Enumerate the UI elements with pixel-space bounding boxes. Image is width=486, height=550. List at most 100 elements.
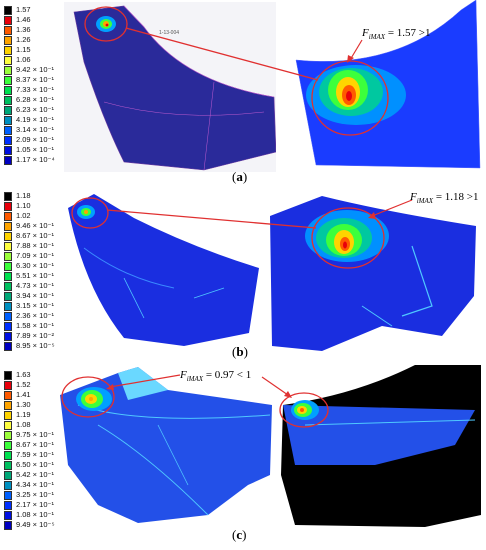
legend-swatch [4,511,12,520]
legend-swatch [4,192,12,201]
legend-swatch [4,66,12,75]
legend-swatch [4,501,12,510]
highlight-circle-right [311,60,389,136]
legend-swatch [4,106,12,115]
legend-tick: 6.23 × 10⁻¹ [16,105,54,114]
legend-tick: 1.57 [16,5,31,14]
legend-swatch [4,521,12,530]
figure-label-a: (a) [232,169,248,184]
highlight-overlay-c [61,374,329,428]
annotation-a: FiMAX = 1.57 >1 [362,27,431,42]
legend-tick: 1.26 [16,35,31,44]
legend-tick: 4.73 × 10⁻¹ [16,281,54,290]
legend-swatch [4,371,12,380]
pointer-arrow [371,199,413,217]
legend-swatch [4,272,12,281]
legend-tick: 9.42 × 10⁻¹ [16,65,54,74]
legend-tick: 7.88 × 10⁻¹ [16,241,54,250]
legend-tick: 1.06 [16,55,31,64]
legend-tick: 1.63 [16,370,31,379]
panel-b: 1.18 1.10 1.02 9.46 × 10⁻¹ 8.67 × 10⁻¹ 7… [0,186,486,366]
legend-swatch [4,302,12,311]
legend-swatch [4,86,12,95]
legend-tick: 6.50 × 10⁻¹ [16,460,54,469]
legend-swatch [4,391,12,400]
legend-swatch [4,292,12,301]
legend-tick: 6.28 × 10⁻¹ [16,95,54,104]
legend-swatch [4,6,12,15]
highlight-circle-left [84,6,128,42]
legend-tick: 8.37 × 10⁻¹ [16,75,54,84]
model-view-c-left [58,365,274,527]
connector-line [106,209,317,229]
legend-tick: 8.67 × 10⁻¹ [16,231,54,240]
legend-swatch [4,76,12,85]
panel-a: 1.57 1.46 1.36 1.26 1.15 1.06 9.42 × 10⁻… [0,0,486,184]
figure-label-c: (c) [232,527,247,542]
legend-tick: 3.25 × 10⁻¹ [16,490,54,499]
legend-tick: 2.09 × 10⁻¹ [16,135,54,144]
legend-tick: 4.34 × 10⁻¹ [16,480,54,489]
legend-swatch [4,126,12,135]
legend-tick: 1.19 [16,410,31,419]
legend-tick: 1.17 × 10⁻⁴ [16,155,55,164]
pointer-arrow [349,39,363,61]
legend-swatch [4,431,12,440]
legend-swatch [4,212,12,221]
legend-swatch [4,481,12,490]
connector-line [125,27,319,81]
legend-swatch [4,421,12,430]
legend-swatch [4,26,12,35]
annotation-b: FiMAX = 1.18 >1 [410,191,479,206]
legend-swatch [4,401,12,410]
legend-tick: 2.17 × 10⁻¹ [16,500,54,509]
legend-tick: 3.94 × 10⁻¹ [16,291,54,300]
legend-tick: 9.46 × 10⁻¹ [16,221,54,230]
legend-tick: 1.52 [16,380,31,389]
legend-swatch [4,46,12,55]
legend-tick: 1.36 [16,25,31,34]
legend-tick: 1.18 [16,191,31,200]
legend-tick: 1.02 [16,211,31,220]
legend-tick: 8.95 × 10⁻⁵ [16,341,55,350]
legend-swatch [4,16,12,25]
highlight-circle-right [311,207,385,269]
legend-swatch [4,441,12,450]
legend-tick: 7.59 × 10⁻¹ [16,450,54,459]
mesh-tag: 1-13-004 [159,30,179,36]
legend-swatch [4,282,12,291]
legend-tick: 1.05 × 10⁻¹ [16,145,54,154]
panel-c: 1.63 1.52 1.41 1.30 1.19 1.08 9.75 × 10⁻… [0,365,486,550]
legend-swatch [4,252,12,261]
legend-swatch [4,451,12,460]
highlight-overlay-a [84,6,389,136]
model-view-a-left: 1-13-004 [64,2,284,172]
legend-swatch [4,202,12,211]
highlight-overlay-b [71,197,413,269]
legend-tick: 4.19 × 10⁻¹ [16,115,54,124]
legend-tick: 7.89 × 10⁻² [16,331,54,340]
highlight-circle-left [71,197,109,229]
legend-tick: 1.08 [16,420,31,429]
legend-tick: 1.46 [16,15,31,24]
legend-tick: 1.41 [16,390,31,399]
legend-swatch [4,411,12,420]
legend-tick: 5.51 × 10⁻¹ [16,271,54,280]
legend-swatch [4,242,12,251]
legend-swatch [4,461,12,470]
legend-swatch [4,342,12,351]
legend-swatch [4,491,12,500]
legend-swatch [4,146,12,155]
legend-tick: 1.15 [16,45,31,54]
legend-tick: 2.36 × 10⁻¹ [16,311,54,320]
legend-tick: 1.30 [16,400,31,409]
legend-tick: 5.42 × 10⁻¹ [16,470,54,479]
legend-tick: 1.08 × 10⁻¹ [16,510,54,519]
legend-tick: 8.67 × 10⁻¹ [16,440,54,449]
pointer-arrow [261,376,289,396]
legend-tick: 1.10 [16,201,31,210]
legend-tick: 3.14 × 10⁻¹ [16,125,54,134]
legend-swatch [4,232,12,241]
legend-tick: 6.30 × 10⁻¹ [16,261,54,270]
legend-swatch [4,322,12,331]
